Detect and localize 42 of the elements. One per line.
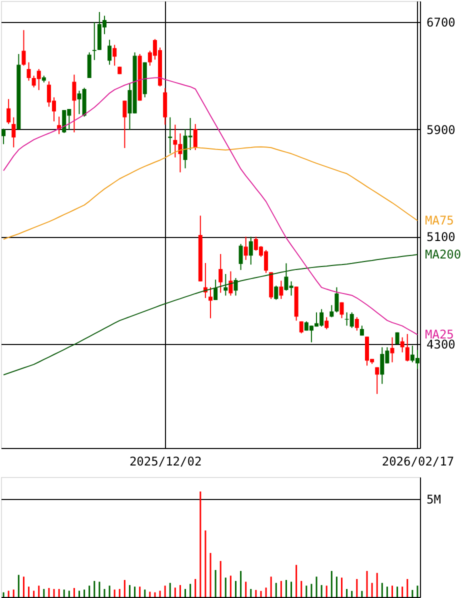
- series-label: MA200: [425, 248, 462, 262]
- candlestick: [122, 100, 127, 149]
- candlestick: [108, 39, 112, 66]
- candlestick: [193, 124, 198, 151]
- y-tick-label: 5100: [426, 230, 456, 244]
- candlestick: [2, 128, 6, 145]
- y-tick-label: 6700: [426, 16, 456, 30]
- candlestick: [324, 316, 329, 330]
- candlestick: [340, 302, 344, 319]
- candlestick: [279, 280, 284, 300]
- candlestick: [238, 243, 243, 270]
- candlestick: [92, 22, 96, 61]
- candlestick: [218, 254, 223, 294]
- candlestick: [330, 304, 334, 318]
- y-tick-label: 5900: [426, 122, 456, 137]
- candlestick: [274, 285, 278, 300]
- line-series: [3, 77, 418, 336]
- line-series: [3, 254, 418, 376]
- candlestick: [6, 98, 11, 125]
- candlestick: [405, 333, 410, 362]
- candlestick: [214, 279, 218, 301]
- candlestick: [87, 52, 92, 79]
- candlestick: [208, 286, 212, 319]
- candlestick: [248, 236, 253, 266]
- candlestick: [334, 286, 339, 313]
- x-tick-label: 2025/12/02: [129, 454, 202, 468]
- candlestick: [244, 236, 248, 260]
- series-label: MA75: [425, 214, 454, 228]
- candlestick: [354, 316, 359, 332]
- candlestick: [26, 62, 31, 82]
- candlestick: [72, 74, 76, 133]
- candlestick: [22, 30, 26, 66]
- y-tick-label: 4300: [426, 338, 456, 352]
- candlestick: [228, 270, 233, 296]
- x-tick-label: 2026/02/17: [382, 454, 454, 468]
- y-tick-label: 5M: [426, 492, 441, 507]
- candlestick: [400, 336, 404, 353]
- candlestick: [375, 366, 380, 394]
- candlestick: [12, 116, 16, 148]
- candlestick: [112, 44, 117, 66]
- candlestick: [168, 116, 172, 154]
- candlestick: [390, 336, 394, 363]
